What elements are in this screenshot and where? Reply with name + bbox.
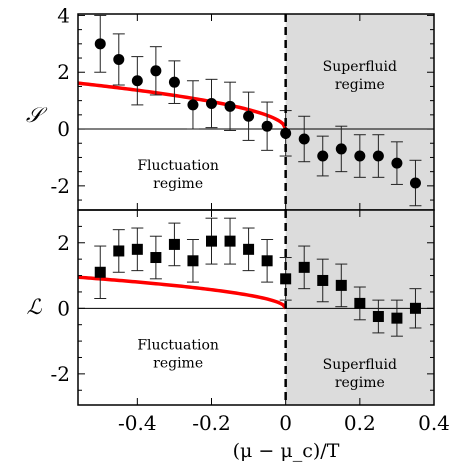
annotation-l: Fluctuation <box>137 337 219 353</box>
data-point-l <box>150 252 162 264</box>
y-tick-label-s: 0 <box>57 117 70 141</box>
data-point-s <box>409 177 421 189</box>
data-point-l <box>187 255 199 267</box>
data-point-s <box>94 38 106 50</box>
data-point-l <box>113 245 125 257</box>
data-point-s <box>113 53 125 65</box>
x-tick-label: -0.4 <box>118 411 157 435</box>
annotation-s: Superfluid <box>323 59 397 75</box>
annotation-s: regime <box>335 77 385 93</box>
x-axis-label: (μ − μ_c)/T <box>233 440 340 462</box>
y-tick-label-s: -2 <box>51 174 70 198</box>
annotation-l: Superfluid <box>323 357 397 373</box>
data-point-s <box>317 150 329 162</box>
data-point-s <box>131 75 143 87</box>
data-point-l <box>261 255 273 267</box>
data-point-l <box>168 238 180 250</box>
fit-curve-l <box>77 275 288 310</box>
data-point-s <box>224 100 236 112</box>
data-point-l <box>298 261 310 273</box>
data-point-l <box>206 235 217 247</box>
x-tick-label: 0 <box>279 411 292 435</box>
x-axis: -0.4 -0.2 0 0.2 0.4 <box>118 411 450 435</box>
data-point-s <box>372 150 384 162</box>
data-point-l <box>94 266 106 278</box>
data-point-s <box>298 133 310 145</box>
data-point-s <box>206 97 217 109</box>
y-axis-label-s: 𝒮 <box>26 103 48 127</box>
y-tick-label-s: 4 <box>57 3 70 27</box>
annotation-l: regime <box>335 375 385 391</box>
data-point-l <box>131 243 143 255</box>
fit-curve-s <box>77 81 288 130</box>
x-tick-label: -0.2 <box>192 411 231 435</box>
panel-l: 2 0 -2 Fluctuation regime Superfluid regime <box>51 209 435 406</box>
annotation-s: regime <box>153 176 203 192</box>
data-point-l <box>335 279 347 291</box>
data-point-l <box>354 297 366 309</box>
data-point-s <box>354 150 366 162</box>
data-point-l <box>243 243 255 255</box>
annotation-l: regime <box>153 355 203 371</box>
data-point-l <box>372 311 384 323</box>
annotation-s: Fluctuation <box>137 158 219 174</box>
panel-s: 4 2 0 -2 Superfluid regime Fluctuation regime <box>51 3 435 211</box>
y-tick-label-l: -2 <box>51 362 70 386</box>
data-point-s <box>335 143 347 155</box>
data-point-l <box>409 302 421 314</box>
data-point-s <box>150 65 162 77</box>
x-tick-label: 0.2 <box>344 411 376 435</box>
x-tick-label: 0.4 <box>418 411 450 435</box>
data-point-s <box>168 76 180 88</box>
data-point-l <box>224 235 236 247</box>
y-tick-label-l: 0 <box>57 296 70 320</box>
data-point-s <box>261 120 273 132</box>
data-point-l <box>391 312 403 324</box>
data-point-s <box>391 157 403 169</box>
y-axis-label-l: ℒ <box>26 295 42 319</box>
data-point-s <box>187 99 199 111</box>
y-tick-label-s: 2 <box>57 60 70 84</box>
data-point-s <box>243 110 255 122</box>
plot-frame-l <box>77 209 435 406</box>
data-point-l <box>317 274 329 286</box>
y-tick-label-l: 2 <box>57 231 70 255</box>
